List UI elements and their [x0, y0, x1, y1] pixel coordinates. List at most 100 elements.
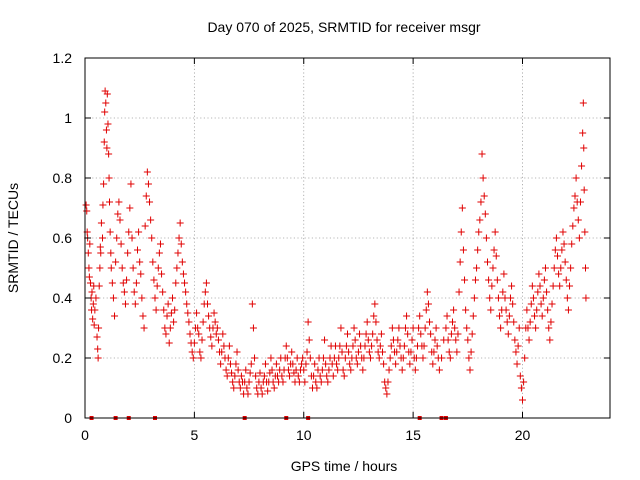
x-tick-label: 0: [81, 427, 89, 443]
data-point: [176, 219, 184, 227]
data-point: [435, 366, 443, 374]
data-point: [236, 384, 244, 392]
data-point: [169, 294, 176, 302]
data-point: [559, 228, 567, 236]
data-point: [189, 354, 197, 362]
data-point: [247, 360, 255, 368]
data-point: [182, 288, 190, 296]
data-point: [376, 342, 384, 350]
data-point: [429, 360, 437, 368]
data-point: [484, 258, 491, 266]
data-point: [541, 264, 549, 272]
data-point: [485, 276, 493, 284]
data-point: [257, 384, 265, 392]
data-point: [571, 192, 579, 200]
data-point: [478, 150, 486, 158]
data-point: [313, 384, 321, 392]
data-point: [139, 312, 147, 320]
data-point: [117, 240, 125, 248]
x-tick-label: 20: [515, 427, 531, 443]
data-point: [572, 174, 580, 182]
data-point: [345, 348, 353, 356]
data-point: [424, 300, 432, 308]
data-point: [316, 372, 324, 380]
data-point: [97, 219, 105, 227]
data-point: [528, 282, 536, 290]
data-point: [347, 366, 355, 374]
data-point: [301, 378, 309, 386]
data-point: [100, 180, 108, 188]
data-point: [420, 342, 428, 350]
data-point: [205, 312, 213, 320]
data-point: [534, 288, 542, 296]
data-point: [120, 288, 128, 296]
data-point: [567, 264, 575, 272]
data-point: [408, 336, 416, 344]
data-point: [446, 354, 454, 362]
data-point: [165, 339, 173, 347]
data-point: [305, 336, 313, 344]
data-point: [451, 324, 459, 332]
data-point: [158, 270, 166, 278]
data-point: [394, 336, 402, 344]
data-point: [339, 366, 347, 374]
data-point: [529, 294, 537, 302]
data-point: [188, 348, 196, 356]
data-point: [454, 330, 462, 338]
y-tick-label: 0: [64, 410, 72, 426]
data-point: [500, 270, 508, 278]
data-point: [444, 336, 452, 344]
data-point: [490, 246, 498, 254]
data-point: [362, 330, 370, 338]
data-point: [466, 366, 474, 374]
data-point: [181, 279, 189, 287]
data-point: [371, 300, 379, 308]
data-point: [148, 234, 156, 242]
y-tick-label: 0.4: [53, 290, 73, 306]
data-point: [278, 372, 286, 380]
data-point: [108, 279, 116, 287]
data-point: [426, 318, 434, 326]
data-point: [564, 306, 572, 314]
data-point: [93, 333, 101, 341]
data-point: [89, 300, 97, 308]
data-point: [306, 354, 314, 362]
data-point: [492, 252, 500, 260]
data-point: [535, 270, 543, 278]
y-tick-label: 0.8: [53, 170, 73, 186]
data-point: [107, 249, 115, 257]
data-point: [104, 120, 112, 128]
x-tick-label: 10: [296, 427, 312, 443]
data-point: [243, 384, 251, 392]
data-point: [360, 354, 368, 362]
data-point: [536, 282, 544, 290]
data-point: [109, 294, 117, 302]
data-point: [399, 354, 407, 362]
data-point: [468, 330, 476, 338]
data-point: [502, 306, 510, 314]
data-point: [581, 228, 589, 236]
data-point: [142, 192, 150, 200]
data-point: [136, 258, 144, 266]
data-point: [140, 324, 148, 332]
x-axis-label: GPS time / hours: [291, 458, 398, 474]
data-point: [387, 342, 395, 350]
data-point: [246, 369, 254, 377]
data-point: [575, 234, 583, 242]
data-point: [373, 336, 381, 344]
data-point: [244, 390, 252, 398]
data-point: [208, 342, 216, 350]
data-point: [533, 306, 541, 314]
data-point: [568, 240, 576, 248]
data-point: [299, 354, 307, 362]
data-point: [129, 264, 137, 272]
data-point: [555, 270, 563, 278]
data-point: [106, 198, 113, 206]
data-point: [302, 360, 310, 368]
data-point: [232, 360, 240, 368]
data-point: [340, 372, 348, 380]
data-point: [107, 264, 115, 272]
data-point: [368, 342, 376, 350]
data-point: [160, 306, 168, 314]
data-point: [480, 192, 488, 200]
